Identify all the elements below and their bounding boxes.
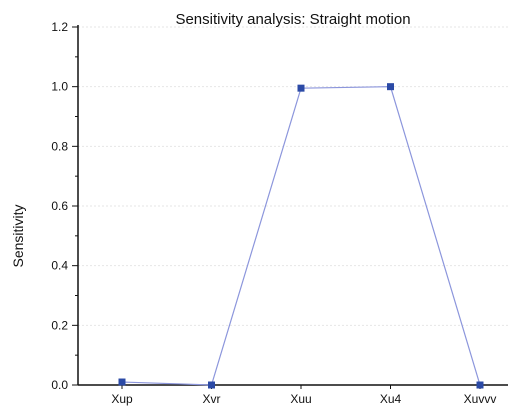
chart-title: Sensitivity analysis: Straight motion <box>175 11 410 28</box>
series-line <box>121 86 481 386</box>
x-tick-label: Xuvvv <box>464 392 497 406</box>
y-tick-label: 1.0 <box>51 80 68 94</box>
x-tick-label: Xup <box>111 392 133 406</box>
ticks: 0.0 0.2 0.4 0.6 0.8 1.0 1.2 Xup Xvr Xuu Xu4 Xuvvv <box>51 20 496 406</box>
series <box>118 83 484 389</box>
y-tick-label: 0.4 <box>51 259 68 273</box>
data-point <box>297 84 305 92</box>
data-point <box>387 83 394 91</box>
data-point <box>208 381 215 389</box>
grid <box>78 26 508 326</box>
y-tick-label: 0.2 <box>51 318 68 332</box>
x-tick-label: Xu4 <box>380 392 402 406</box>
y-axis-label: Sensitivity <box>10 204 26 267</box>
axes <box>77 25 508 386</box>
y-tick-label: 0.6 <box>51 199 68 213</box>
y-tick-label: 1.2 <box>51 20 68 34</box>
x-tick-label: Xuu <box>290 392 311 406</box>
y-tick-label: 0.0 <box>51 378 68 392</box>
x-tick-label: Xvr <box>203 392 221 406</box>
y-tick-label: 0.8 <box>51 139 68 153</box>
data-point <box>476 381 484 389</box>
data-point <box>118 378 126 386</box>
